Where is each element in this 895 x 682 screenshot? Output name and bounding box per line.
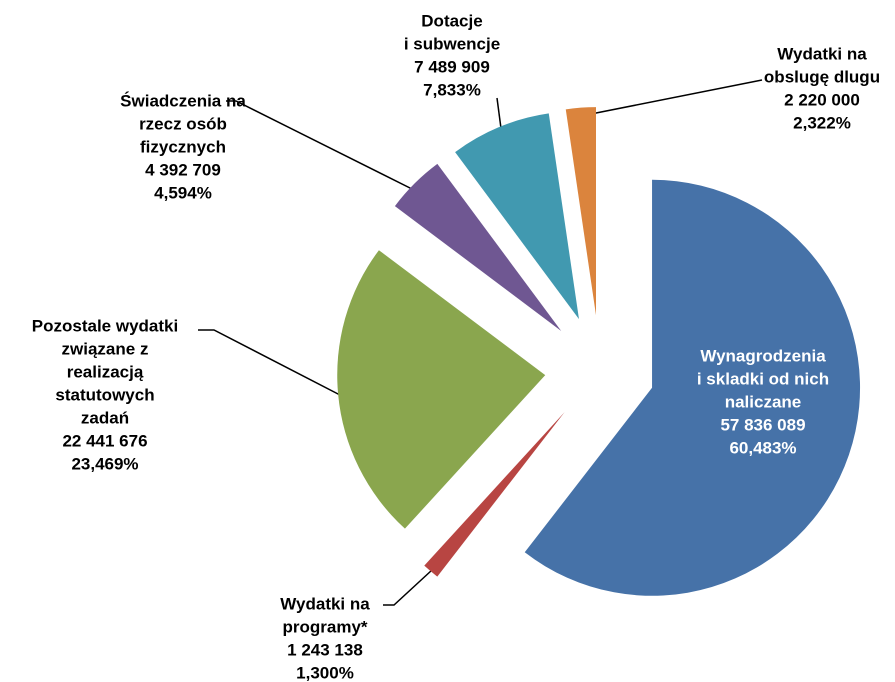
slice-label: i subwencje: [404, 34, 500, 53]
percentage-label: 2,322%: [793, 113, 851, 132]
percentage-label: 1,300%: [296, 663, 354, 682]
slice-label: i skladki od nich: [697, 369, 829, 388]
leader-line: [585, 79, 763, 116]
value-label: 57 836 089: [720, 415, 805, 434]
pie-slice: [565, 107, 596, 316]
value-label: 2 220 000: [784, 90, 860, 109]
value-label: 1 243 138: [287, 640, 363, 659]
slice-label: związane z: [62, 339, 149, 358]
slice-label: Wydatki na: [280, 594, 370, 613]
slice-label: naliczane: [725, 392, 802, 411]
percentage-label: 4,594%: [154, 183, 212, 202]
pie-slice: [455, 113, 579, 320]
percentage-label: 60,483%: [729, 438, 796, 457]
leader-line: [198, 329, 341, 396]
slice-label: Wynagrodzenia: [700, 346, 826, 365]
percentage-label: 7,833%: [423, 80, 481, 99]
pie-slice: [524, 179, 861, 596]
slice-label: obslugę dlugu: [764, 67, 880, 86]
pie-slice: [394, 163, 562, 331]
slice-label: Dotacje: [421, 11, 482, 30]
percentage-label: 23,469%: [71, 454, 138, 473]
slice-label: realizacją: [67, 362, 144, 381]
value-label: 4 392 709: [145, 160, 221, 179]
slice-label: rzecz osób: [139, 114, 227, 133]
value-label: 22 441 676: [62, 431, 147, 450]
slice-label: fizycznych: [140, 137, 226, 156]
leader-line: [383, 569, 433, 606]
slice-label: statutowych: [55, 385, 154, 404]
pie-slice: [424, 412, 565, 577]
value-label: 7 489 909: [414, 57, 490, 76]
slice-label: Pozostale wydatki: [32, 316, 178, 335]
leader-lines: [198, 79, 763, 606]
leader-line: [226, 100, 421, 194]
slice-label: zadań: [81, 408, 129, 427]
slice-label: programy*: [282, 617, 367, 636]
slice-label: Wydatki na: [777, 44, 867, 63]
pie-slice: [337, 250, 546, 529]
slice-label: Świadczenia na: [120, 91, 246, 110]
